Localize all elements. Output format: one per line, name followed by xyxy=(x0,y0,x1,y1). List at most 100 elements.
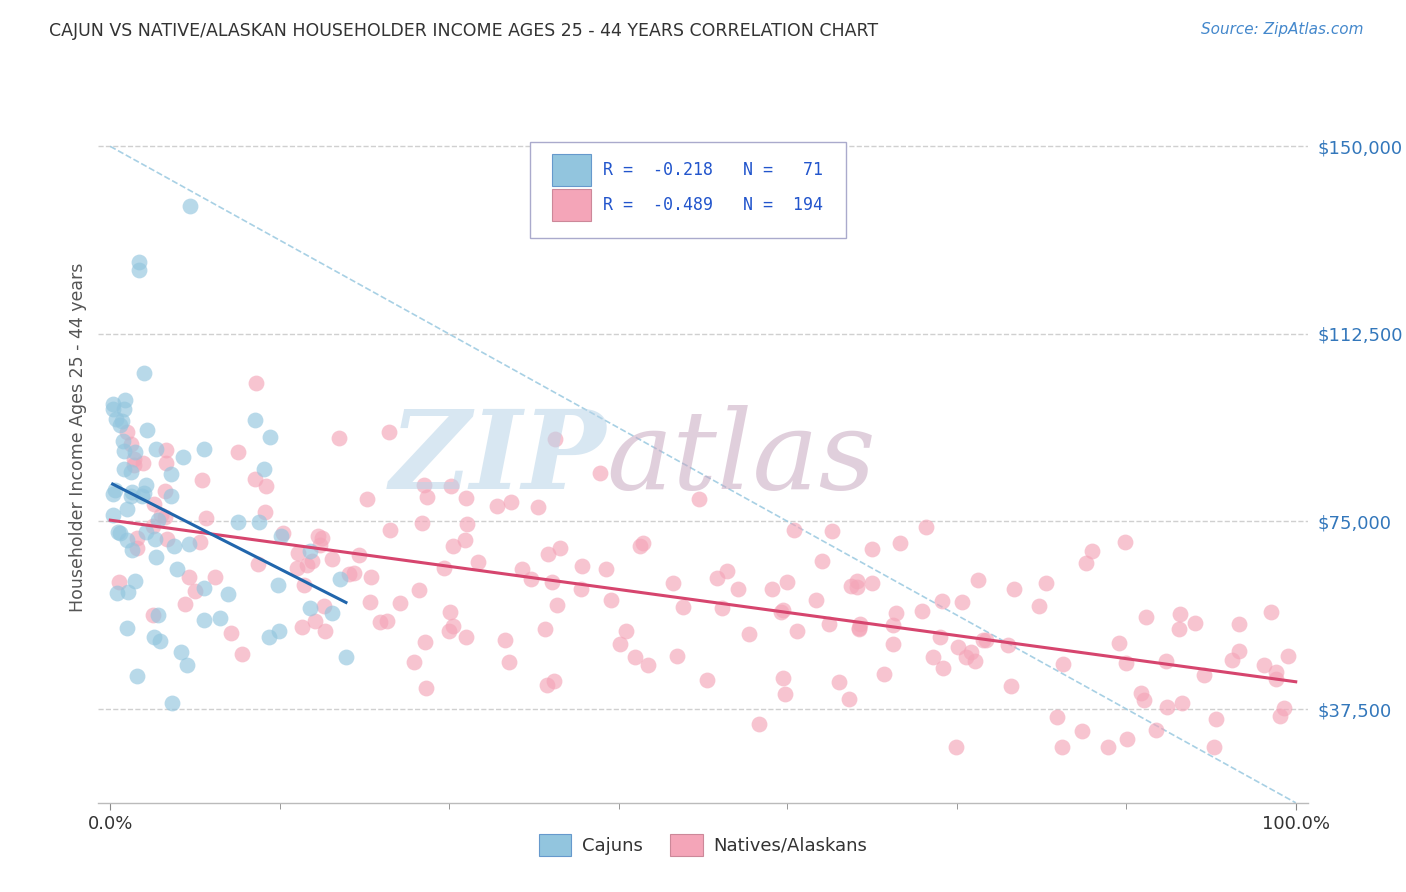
Point xyxy=(125,532,148,546)
Point xyxy=(1277,648,1299,663)
Point xyxy=(153,484,176,499)
Point xyxy=(377,425,399,439)
Point xyxy=(811,554,834,568)
Point xyxy=(254,479,277,493)
Point xyxy=(291,620,314,634)
Point xyxy=(135,525,157,540)
Point xyxy=(120,489,142,503)
Point xyxy=(107,524,129,539)
Point xyxy=(931,594,953,608)
Point xyxy=(1265,672,1288,686)
Point xyxy=(117,585,139,599)
Point xyxy=(666,648,689,663)
Point xyxy=(838,692,860,706)
Point xyxy=(1052,657,1074,671)
Point xyxy=(131,489,153,503)
Point xyxy=(498,656,520,670)
Point xyxy=(520,572,543,586)
Point xyxy=(176,658,198,673)
Point xyxy=(433,560,456,574)
Point xyxy=(454,491,477,506)
Point xyxy=(321,552,343,566)
Point xyxy=(148,607,170,622)
Point xyxy=(1184,615,1206,630)
Point xyxy=(388,596,411,610)
Point xyxy=(839,579,862,593)
Point xyxy=(1002,582,1025,596)
Point xyxy=(243,413,266,427)
Point xyxy=(950,595,973,609)
Point xyxy=(135,477,157,491)
Point xyxy=(193,442,215,457)
Point xyxy=(1050,739,1073,754)
Point xyxy=(1070,723,1092,738)
Point xyxy=(804,592,827,607)
Point xyxy=(166,562,188,576)
Point xyxy=(404,655,426,669)
FancyBboxPatch shape xyxy=(551,189,591,221)
Point xyxy=(411,516,433,530)
Point xyxy=(143,533,166,547)
Point xyxy=(860,541,883,556)
Point xyxy=(928,630,950,644)
Point xyxy=(416,491,439,505)
Point xyxy=(761,582,783,596)
Point xyxy=(117,501,139,516)
Point xyxy=(1097,739,1119,754)
Point xyxy=(884,607,907,621)
Point xyxy=(860,576,883,591)
Point xyxy=(1035,575,1057,590)
Point xyxy=(748,716,770,731)
Point xyxy=(120,437,142,451)
Point xyxy=(614,624,637,639)
Legend: Cajuns, Natives/Alaskans: Cajuns, Natives/Alaskans xyxy=(531,827,875,863)
Point xyxy=(571,558,593,573)
Point xyxy=(356,491,378,506)
Point xyxy=(226,445,249,459)
Point xyxy=(501,495,523,509)
Point xyxy=(143,497,166,511)
Point xyxy=(259,429,281,443)
Point xyxy=(132,456,155,470)
Point xyxy=(972,632,994,647)
Text: ZIP: ZIP xyxy=(389,405,606,513)
Point xyxy=(142,519,165,533)
Point xyxy=(193,614,215,628)
Point xyxy=(1168,623,1191,637)
Point xyxy=(375,615,398,629)
Point xyxy=(1133,693,1156,707)
Point xyxy=(440,479,463,493)
Point xyxy=(145,442,167,456)
Point xyxy=(124,574,146,589)
Point xyxy=(1081,544,1104,558)
Point xyxy=(775,575,797,590)
Point xyxy=(948,640,970,654)
Point xyxy=(1268,708,1291,723)
Point xyxy=(359,595,381,609)
Point xyxy=(1202,739,1225,754)
Point xyxy=(408,582,430,597)
Point xyxy=(121,485,143,500)
Point xyxy=(1000,680,1022,694)
Point xyxy=(121,542,143,557)
Point xyxy=(486,499,509,513)
Point xyxy=(177,570,200,584)
Point xyxy=(145,549,167,564)
Point xyxy=(115,621,138,635)
Point xyxy=(117,533,139,547)
Point xyxy=(1227,617,1250,632)
Point xyxy=(541,574,564,589)
Point xyxy=(108,418,131,433)
Point xyxy=(159,467,181,482)
Point xyxy=(163,539,186,553)
Point xyxy=(195,511,218,525)
Point xyxy=(439,605,461,619)
Text: CAJUN VS NATIVE/ALASKAN HOUSEHOLDER INCOME AGES 25 - 44 YEARS CORRELATION CHART: CAJUN VS NATIVE/ALASKAN HOUSEHOLDER INCO… xyxy=(49,22,879,40)
Point xyxy=(967,573,990,587)
Point xyxy=(335,650,357,665)
Point xyxy=(1220,652,1243,666)
Point xyxy=(253,461,276,475)
Point xyxy=(337,567,360,582)
Point xyxy=(1156,700,1178,714)
Text: atlas: atlas xyxy=(606,405,876,513)
